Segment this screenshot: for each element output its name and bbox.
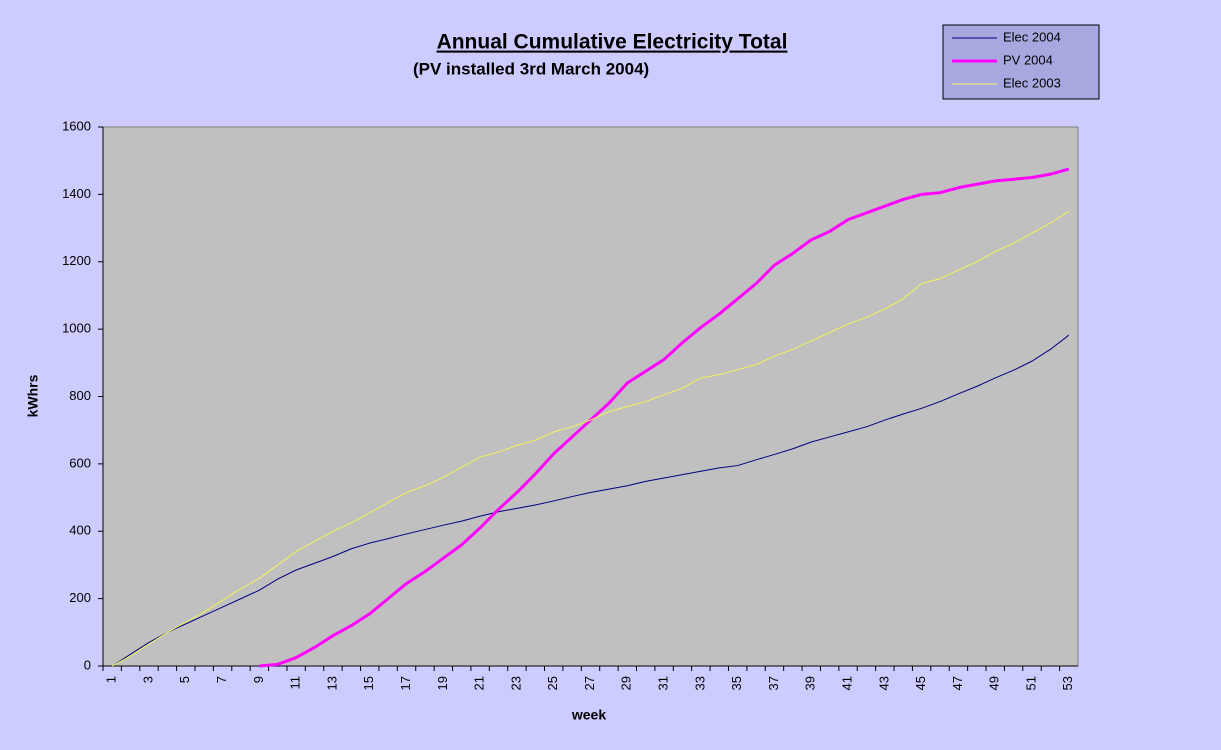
y-tick-label: 200 bbox=[69, 590, 91, 605]
x-tick-label: 29 bbox=[619, 676, 634, 690]
x-tick-label: 41 bbox=[839, 676, 854, 690]
x-tick-label: 9 bbox=[251, 676, 266, 683]
legend-label: Elec 2004 bbox=[1003, 29, 1061, 44]
series-line bbox=[111, 210, 1070, 667]
x-tick-label: 33 bbox=[692, 676, 707, 690]
x-tick-label: 17 bbox=[398, 676, 413, 690]
x-tick-label: 43 bbox=[876, 676, 891, 690]
x-tick-label: 35 bbox=[729, 676, 744, 690]
x-tick-label: 23 bbox=[508, 676, 523, 690]
x-tick-label: 53 bbox=[1060, 676, 1075, 690]
x-tick-label: 37 bbox=[766, 676, 781, 690]
chart-title: Annual Cumulative Electricity Total bbox=[437, 31, 788, 54]
y-tick-label: 1200 bbox=[62, 253, 91, 268]
x-tick-label: 7 bbox=[214, 676, 229, 683]
plot-area bbox=[102, 126, 1079, 667]
y-axis-title: kWhrs bbox=[25, 374, 41, 417]
x-tick-label: 13 bbox=[324, 676, 339, 690]
series-line bbox=[111, 334, 1070, 667]
x-tick-label: 3 bbox=[140, 676, 155, 683]
x-tick-label: 31 bbox=[656, 676, 671, 690]
y-tick-label: 600 bbox=[69, 455, 91, 470]
chart-subtitle: (PV installed 3rd March 2004) bbox=[413, 59, 649, 78]
x-tick-label: 1 bbox=[104, 676, 119, 683]
x-tick-label: 51 bbox=[1023, 676, 1038, 690]
x-axis-title: week bbox=[571, 707, 606, 723]
legend-label: Elec 2003 bbox=[1003, 75, 1061, 90]
legend-label: PV 2004 bbox=[1003, 52, 1053, 67]
series-line bbox=[259, 167, 1070, 668]
x-tick-label: 5 bbox=[177, 676, 192, 683]
x-tick-label: 47 bbox=[950, 676, 965, 690]
x-tick-label: 25 bbox=[545, 676, 560, 690]
x-tick-label: 21 bbox=[472, 676, 487, 690]
y-tick-label: 400 bbox=[69, 523, 91, 538]
x-tick-label: 39 bbox=[803, 676, 818, 690]
x-tick-label: 27 bbox=[582, 676, 597, 690]
y-tick-label: 1000 bbox=[62, 321, 91, 336]
x-tick-label: 19 bbox=[435, 676, 450, 690]
y-tick-label: 0 bbox=[84, 657, 91, 672]
y-tick-label: 1600 bbox=[62, 118, 91, 133]
y-tick-label: 800 bbox=[69, 388, 91, 403]
x-tick-label: 15 bbox=[361, 676, 376, 690]
x-tick-label: 49 bbox=[987, 676, 1002, 690]
x-tick-label: 45 bbox=[913, 676, 928, 690]
y-tick-label: 1400 bbox=[62, 186, 91, 201]
x-tick-label: 11 bbox=[288, 676, 303, 690]
